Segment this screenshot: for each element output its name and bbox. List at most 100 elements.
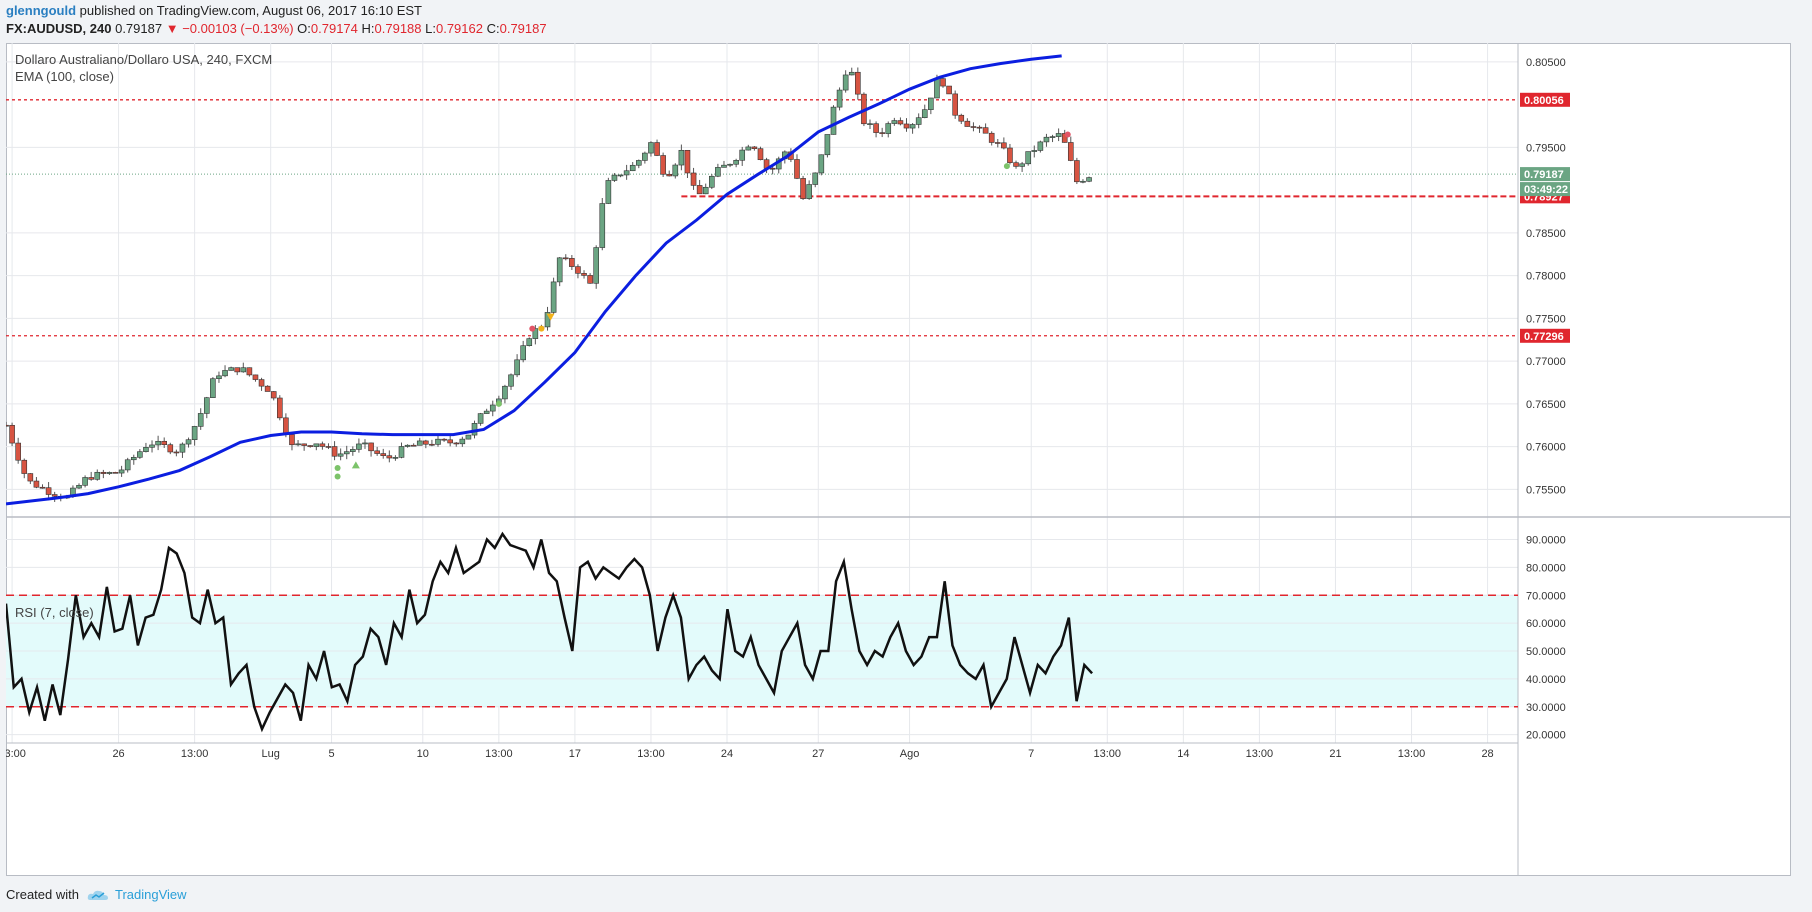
candle-body-161 bbox=[982, 127, 989, 134]
candle-body-152 bbox=[928, 97, 934, 110]
marker-8 bbox=[1064, 131, 1071, 138]
candle-body-12 bbox=[76, 485, 82, 489]
ema-legend: EMA (100, close) bbox=[15, 69, 114, 84]
time-tick-label-2: 13:00 bbox=[181, 748, 209, 760]
time-tick-label-8: 13:00 bbox=[637, 748, 665, 760]
candle-body-42 bbox=[258, 379, 265, 387]
candle-body-99 bbox=[605, 180, 612, 204]
candle-body-74 bbox=[453, 442, 460, 445]
candle-body-102 bbox=[623, 170, 630, 176]
candle-body-39 bbox=[240, 367, 247, 373]
price-level-badge-1: 0.77296 bbox=[1524, 331, 1564, 343]
candle-body-72 bbox=[441, 438, 447, 441]
candle-body-71 bbox=[435, 438, 441, 445]
time-tick-label-11: Ago bbox=[900, 748, 920, 760]
time-tick-label-10: 27 bbox=[812, 748, 824, 760]
candle-body-171 bbox=[1043, 136, 1050, 143]
candle-body-27 bbox=[167, 444, 174, 453]
candle-body-117 bbox=[715, 167, 721, 177]
candle-body-145 bbox=[885, 123, 892, 134]
candle-body-142 bbox=[867, 123, 873, 125]
candle-body-7 bbox=[45, 487, 52, 495]
open-value: 0.79174 bbox=[310, 21, 358, 36]
candle-body-16 bbox=[100, 471, 107, 474]
candle-body-137 bbox=[836, 89, 843, 108]
candle-body-82 bbox=[502, 385, 508, 400]
price-level-badge-0-bg bbox=[1520, 92, 1570, 107]
author-link[interactable]: glenngould bbox=[6, 3, 77, 18]
footer: Created with TradingView bbox=[6, 887, 187, 902]
candle-body-64 bbox=[392, 457, 399, 459]
candle-body-67 bbox=[410, 444, 417, 447]
candle-body-47 bbox=[289, 434, 295, 446]
candle-body-176 bbox=[1074, 160, 1080, 183]
candle-body-122 bbox=[745, 146, 752, 151]
candle-body-147 bbox=[897, 120, 904, 125]
candle-body-18 bbox=[112, 472, 119, 474]
candle-body-0 bbox=[6, 424, 9, 427]
candle-body-178 bbox=[1086, 177, 1092, 182]
candle-body-54 bbox=[331, 446, 338, 457]
marker-1 bbox=[334, 473, 341, 480]
price-tick-label-8: 0.75500 bbox=[1526, 484, 1566, 496]
instrument-legend: Dollaro Australiano/Dollaro USA, 240, FX… bbox=[15, 52, 273, 67]
symbol-label: FX:AUDUSD, 240 bbox=[6, 21, 112, 36]
candle-body-173 bbox=[1055, 133, 1062, 137]
candle-body-166 bbox=[1013, 162, 1019, 167]
candle-body-130 bbox=[794, 159, 800, 179]
change-down-icon: ▼ bbox=[165, 21, 179, 36]
candle-body-111 bbox=[678, 149, 685, 166]
candle-body-124 bbox=[757, 148, 764, 161]
marker-7 bbox=[1003, 163, 1010, 170]
low-label: L: bbox=[425, 21, 436, 36]
marker-0 bbox=[334, 464, 341, 471]
price-tick-label-4: 0.77500 bbox=[1526, 313, 1566, 325]
candle-body-163 bbox=[994, 142, 1001, 144]
candle-body-49 bbox=[301, 443, 307, 446]
tradingview-cloud-icon bbox=[87, 890, 108, 900]
candle-body-84 bbox=[514, 359, 520, 376]
rsi-tick-label-7: 20.0000 bbox=[1526, 730, 1566, 742]
candle-body-126 bbox=[769, 167, 776, 170]
candle-body-164 bbox=[1001, 142, 1007, 149]
candle-body-150 bbox=[915, 117, 922, 125]
candle-body-17 bbox=[106, 472, 113, 474]
marker-5 bbox=[538, 325, 545, 332]
time-tick-label-15: 13:00 bbox=[1246, 748, 1274, 760]
candle-body-14 bbox=[88, 477, 94, 480]
candle-body-26 bbox=[161, 440, 167, 445]
candle-body-1 bbox=[9, 424, 15, 444]
chart-canvas[interactable]: 0.80500 0.79500 0.78500 0.78000 0.77500 0.770… bbox=[6, 43, 1791, 876]
candle-body-76 bbox=[465, 434, 472, 440]
candle-body-104 bbox=[635, 160, 642, 166]
candle-body-60 bbox=[368, 442, 374, 452]
last-price: 0.79187 bbox=[115, 21, 163, 36]
candle-body-80 bbox=[489, 404, 496, 412]
candle-body-116 bbox=[709, 175, 715, 188]
candle-body-78 bbox=[477, 413, 484, 424]
time-tick-label-17: 13:00 bbox=[1398, 748, 1426, 760]
rsi-tick-label-2: 70.0000 bbox=[1526, 590, 1566, 602]
candle-body-65 bbox=[398, 446, 405, 458]
candle-body-75 bbox=[459, 438, 466, 445]
candle-body-103 bbox=[629, 164, 636, 172]
candle-body-139 bbox=[848, 71, 855, 76]
candle-body-165 bbox=[1007, 147, 1013, 163]
marker-4 bbox=[529, 325, 536, 332]
ema-line bbox=[6, 54, 1062, 506]
time-tick-label-0: 13:00 bbox=[6, 748, 26, 760]
rsi-tick-label-4: 50.0000 bbox=[1526, 646, 1566, 658]
candle-body-146 bbox=[891, 120, 898, 124]
price-tick-label-0: 0.80500 bbox=[1526, 57, 1566, 69]
candle-body-85 bbox=[520, 345, 526, 361]
tradingview-link[interactable]: TradingView bbox=[114, 887, 187, 902]
price-tick-label-2: 0.78500 bbox=[1526, 228, 1566, 240]
candle-body-8 bbox=[51, 494, 58, 497]
time-tick-label-4: 5 bbox=[328, 748, 334, 760]
candle-body-151 bbox=[921, 109, 928, 118]
candle-body-69 bbox=[423, 440, 429, 445]
candle-body-70 bbox=[429, 443, 435, 446]
candle-body-32 bbox=[197, 413, 204, 427]
candle-body-24 bbox=[149, 444, 155, 448]
time-tick-label-3: Lug bbox=[261, 748, 279, 760]
